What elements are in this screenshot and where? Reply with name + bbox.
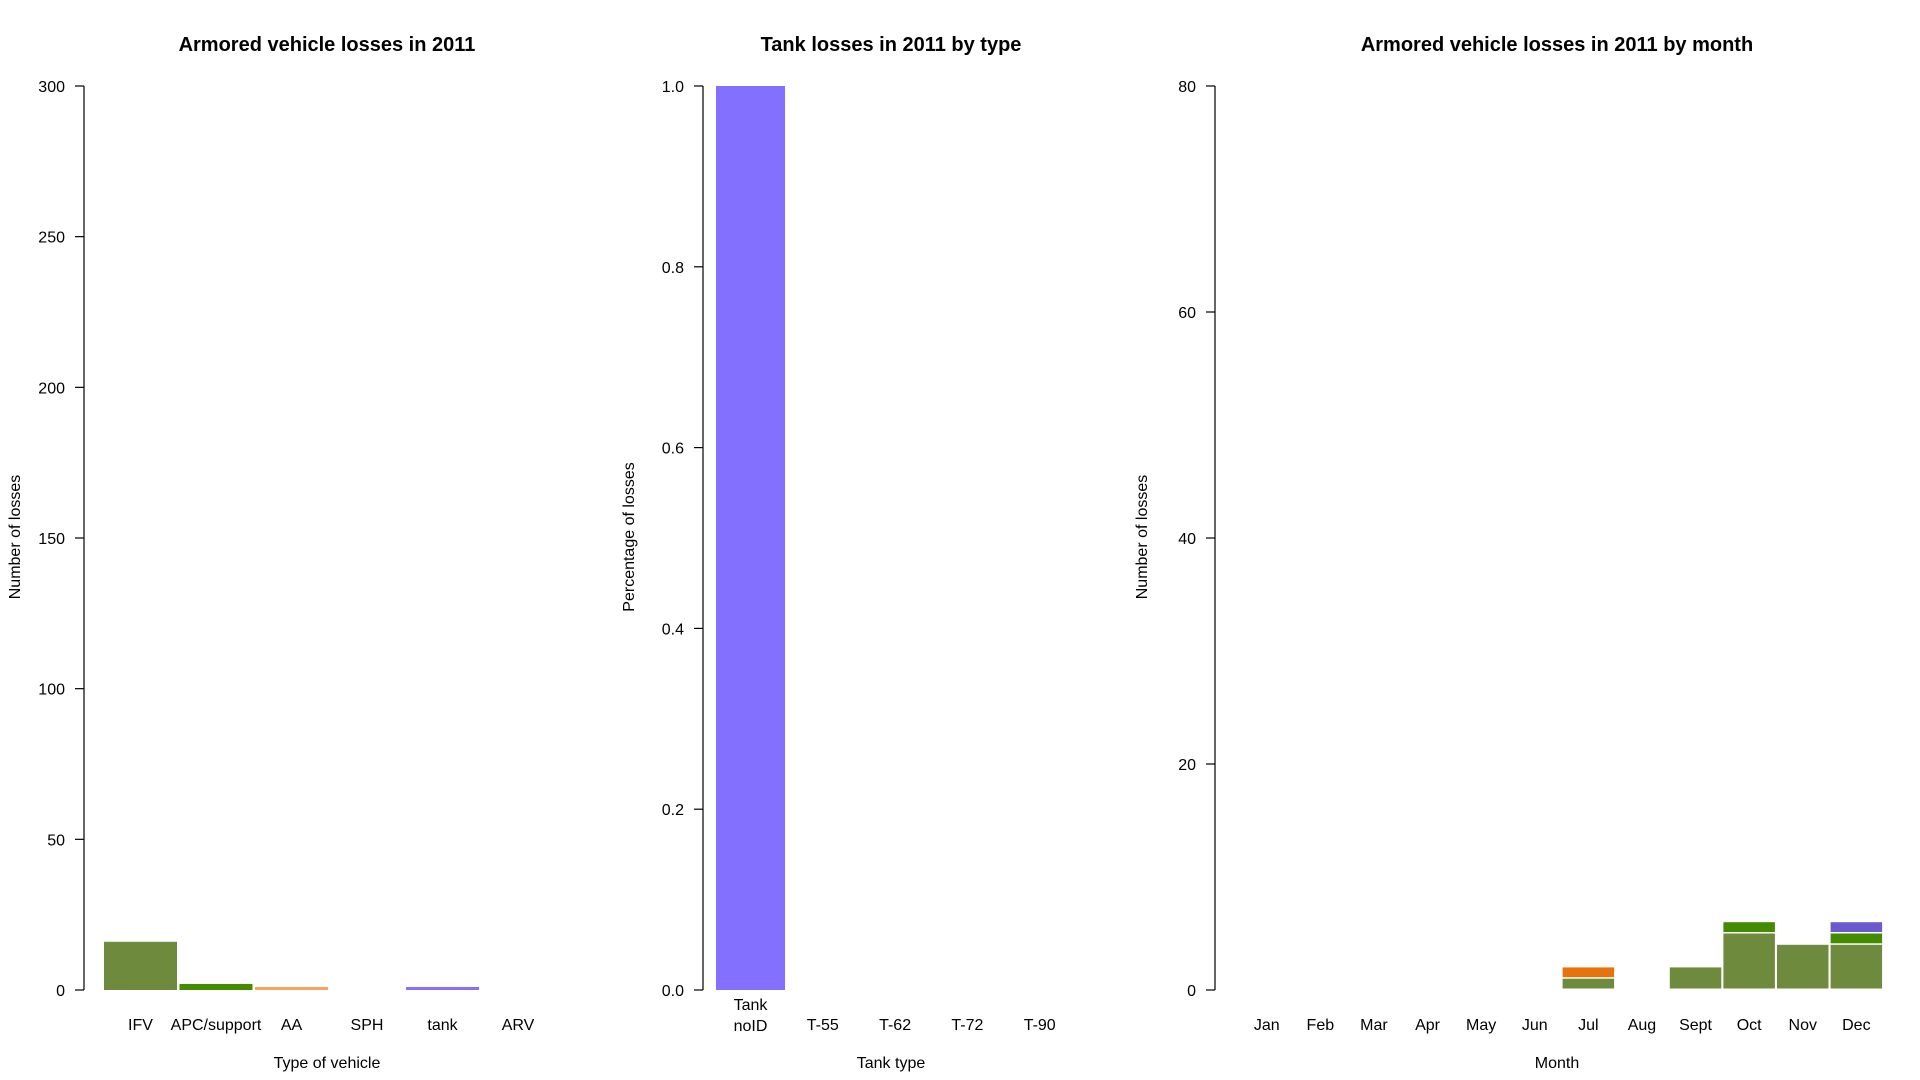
bar-segment bbox=[1669, 967, 1722, 989]
x-tick-label: ARV bbox=[502, 1017, 535, 1034]
x-tick-label: Tank bbox=[734, 997, 769, 1014]
x-tick-label: Jul bbox=[1578, 1017, 1598, 1034]
x-tick-label: T-72 bbox=[951, 1017, 983, 1034]
y-tick-label: 200 bbox=[38, 380, 65, 397]
y-tick-label: 50 bbox=[47, 832, 65, 849]
x-tick-label: SPH bbox=[351, 1017, 384, 1034]
y-tick-label: 0 bbox=[56, 983, 65, 1000]
bar-segment bbox=[1723, 933, 1775, 989]
y-axis-label: Number of losses bbox=[7, 475, 24, 600]
chart-panel-tank-type: Tank losses in 2011 by type Tank type Pe… bbox=[621, 34, 1056, 1072]
x-tick-label: May bbox=[1466, 1017, 1496, 1034]
bar bbox=[179, 983, 253, 990]
x-tick-label: noID bbox=[734, 1018, 768, 1035]
x-axis-label: Month bbox=[1535, 1055, 1579, 1072]
y-tick-label: 0.8 bbox=[662, 260, 684, 277]
chart-panel-vehicle-type: Armored vehicle losses in 2011 Type of v… bbox=[7, 34, 535, 1072]
bar-segment bbox=[1723, 922, 1775, 932]
chart-title: Tank losses in 2011 by type bbox=[761, 34, 1022, 56]
x-axis-label: Type of vehicle bbox=[274, 1055, 381, 1072]
bar-segment bbox=[1830, 922, 1883, 932]
x-tick-label: Jun bbox=[1522, 1017, 1548, 1034]
y-tick-label: 0.4 bbox=[662, 621, 684, 638]
chart-title: Armored vehicle losses in 2011 bbox=[179, 34, 476, 56]
bar bbox=[716, 86, 785, 990]
x-tick-label: Apr bbox=[1415, 1017, 1441, 1034]
x-tick-label: T-62 bbox=[879, 1017, 911, 1034]
y-tick-label: 0.0 bbox=[662, 983, 684, 1000]
x-tick-label: tank bbox=[427, 1017, 458, 1034]
x-tick-label: Oct bbox=[1737, 1017, 1762, 1034]
y-tick-label: 1.0 bbox=[662, 79, 684, 96]
y-tick-label: 100 bbox=[38, 682, 65, 699]
x-tick-label: Mar bbox=[1360, 1017, 1388, 1034]
x-tick-label: AA bbox=[281, 1017, 303, 1034]
y-tick-label: 40 bbox=[1178, 531, 1196, 548]
y-tick-label: 0 bbox=[1187, 983, 1196, 1000]
bar-segment bbox=[1830, 944, 1883, 989]
x-tick-label: Feb bbox=[1307, 1017, 1335, 1034]
chart-title: Armored vehicle losses in 2011 by month bbox=[1361, 34, 1753, 56]
bar-segment bbox=[1830, 933, 1883, 944]
x-tick-label: APC/support bbox=[171, 1017, 262, 1034]
x-tick-label: Sept bbox=[1679, 1017, 1712, 1034]
y-axis-label: Percentage of losses bbox=[621, 462, 638, 611]
x-axis-label: Tank type bbox=[857, 1055, 926, 1072]
y-tick-label: 150 bbox=[38, 531, 65, 548]
x-tick-label: Dec bbox=[1842, 1017, 1870, 1034]
x-tick-label: Jan bbox=[1254, 1017, 1280, 1034]
y-tick-label: 0.2 bbox=[662, 802, 684, 819]
bar bbox=[406, 986, 479, 990]
chart-panel-month: Armored vehicle losses in 2011 by month … bbox=[1134, 34, 1883, 1072]
bar bbox=[255, 986, 328, 990]
y-tick-label: 80 bbox=[1178, 79, 1196, 96]
y-tick-label: 250 bbox=[38, 230, 65, 247]
y-tick-label: 300 bbox=[38, 79, 65, 96]
bar-segment bbox=[1777, 944, 1829, 989]
x-tick-label: T-55 bbox=[807, 1017, 839, 1034]
bar bbox=[104, 941, 177, 990]
x-tick-label: IFV bbox=[128, 1017, 153, 1034]
y-axis-label: Number of losses bbox=[1134, 475, 1151, 600]
bar-segment bbox=[1562, 967, 1615, 978]
x-tick-label: T-90 bbox=[1024, 1017, 1056, 1034]
x-tick-label: Aug bbox=[1628, 1017, 1656, 1034]
x-tick-label: Nov bbox=[1789, 1017, 1817, 1034]
y-tick-label: 0.6 bbox=[662, 441, 684, 458]
y-tick-label: 20 bbox=[1178, 757, 1196, 774]
y-tick-label: 60 bbox=[1178, 305, 1196, 322]
bar-segment bbox=[1562, 978, 1615, 989]
